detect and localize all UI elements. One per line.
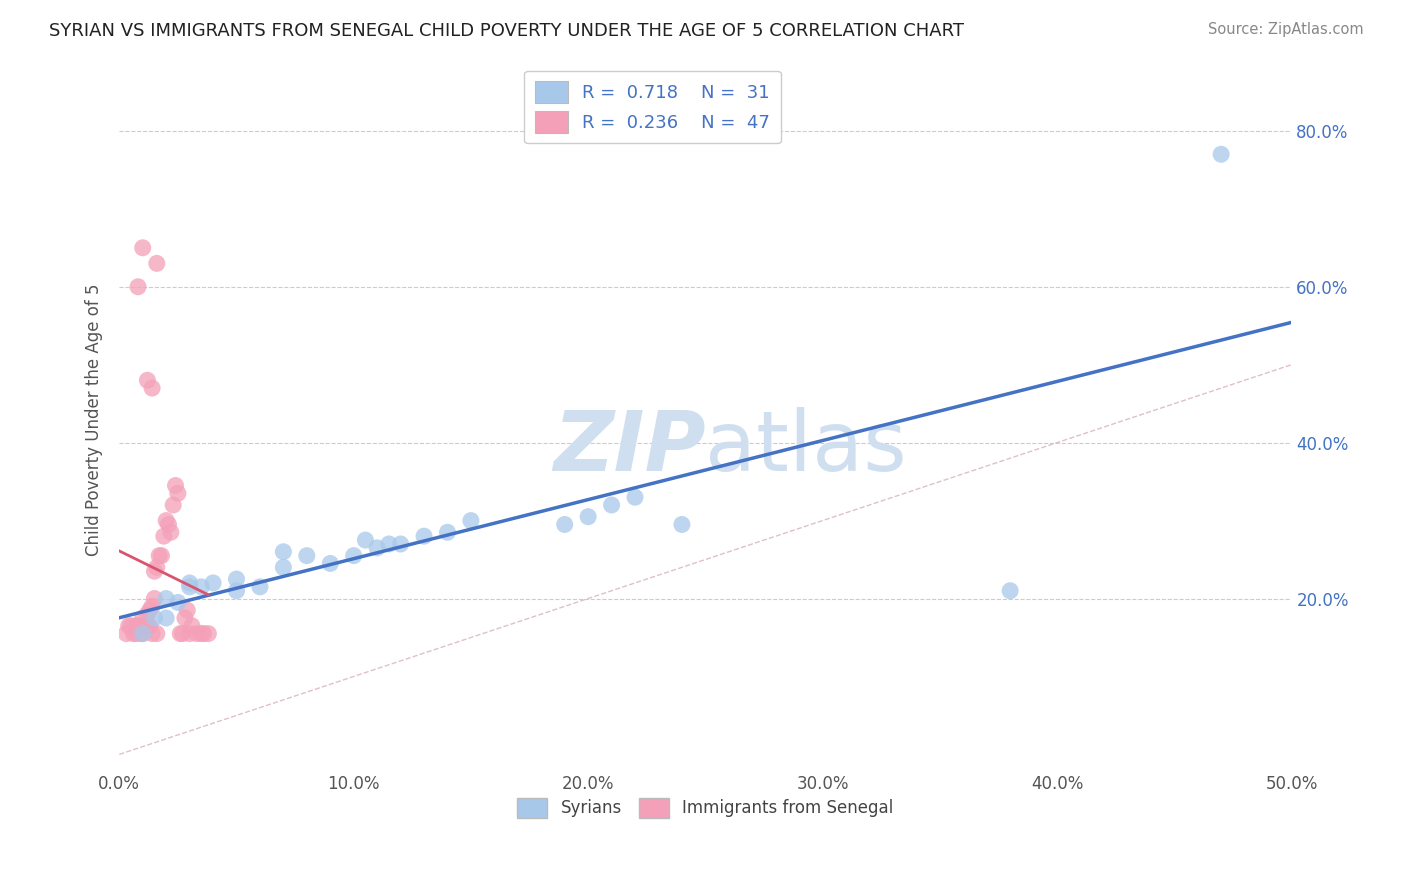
Point — [146, 626, 169, 640]
Point — [295, 549, 318, 563]
Point — [127, 619, 149, 633]
Point — [143, 611, 166, 625]
Point — [460, 514, 482, 528]
Point — [162, 498, 184, 512]
Point — [378, 537, 401, 551]
Point — [186, 626, 208, 640]
Legend: Syrians, Immigrants from Senegal: Syrians, Immigrants from Senegal — [510, 791, 900, 825]
Point — [122, 626, 145, 640]
Point — [141, 599, 163, 614]
Point — [146, 256, 169, 270]
Point — [167, 595, 190, 609]
Point — [157, 517, 180, 532]
Point — [155, 514, 177, 528]
Point — [190, 580, 212, 594]
Point — [176, 603, 198, 617]
Point — [436, 525, 458, 540]
Point — [671, 517, 693, 532]
Point — [136, 607, 159, 621]
Point — [127, 279, 149, 293]
Point — [413, 529, 436, 543]
Point — [193, 626, 215, 640]
Point — [174, 611, 197, 625]
Point — [366, 541, 388, 555]
Point — [115, 626, 138, 640]
Point — [118, 619, 141, 633]
Point — [136, 619, 159, 633]
Point — [125, 626, 148, 640]
Point — [160, 525, 183, 540]
Point — [132, 626, 155, 640]
Point — [129, 626, 152, 640]
Point — [150, 549, 173, 563]
Point — [172, 626, 194, 640]
Point — [132, 611, 155, 625]
Point — [120, 619, 142, 633]
Point — [249, 580, 271, 594]
Point — [181, 619, 204, 633]
Point — [998, 583, 1021, 598]
Text: atlas: atlas — [706, 407, 907, 488]
Point — [129, 619, 152, 633]
Point — [354, 533, 377, 547]
Point — [554, 517, 576, 532]
Point — [225, 583, 247, 598]
Point — [139, 619, 162, 633]
Point — [179, 626, 201, 640]
Point — [139, 603, 162, 617]
Point — [132, 241, 155, 255]
Point — [148, 549, 170, 563]
Point — [273, 560, 295, 574]
Point — [197, 626, 219, 640]
Point — [190, 626, 212, 640]
Point — [600, 498, 623, 512]
Point — [319, 557, 342, 571]
Point — [141, 626, 163, 640]
Point — [576, 509, 599, 524]
Point — [225, 572, 247, 586]
Point — [1211, 147, 1233, 161]
Point — [134, 619, 156, 633]
Point — [202, 576, 225, 591]
Point — [179, 576, 201, 591]
Point — [179, 580, 201, 594]
Text: SYRIAN VS IMMIGRANTS FROM SENEGAL CHILD POVERTY UNDER THE AGE OF 5 CORRELATION C: SYRIAN VS IMMIGRANTS FROM SENEGAL CHILD … — [49, 22, 965, 40]
Y-axis label: Child Poverty Under the Age of 5: Child Poverty Under the Age of 5 — [86, 283, 103, 556]
Point — [153, 529, 176, 543]
Point — [169, 626, 191, 640]
Point — [165, 478, 187, 492]
Point — [132, 626, 155, 640]
Point — [143, 564, 166, 578]
Point — [143, 591, 166, 606]
Point — [132, 619, 155, 633]
Point — [273, 545, 295, 559]
Point — [136, 373, 159, 387]
Text: ZIP: ZIP — [553, 407, 706, 488]
Point — [141, 381, 163, 395]
Point — [125, 619, 148, 633]
Point — [146, 560, 169, 574]
Point — [155, 591, 177, 606]
Point — [343, 549, 366, 563]
Point — [624, 490, 647, 504]
Point — [389, 537, 412, 551]
Point — [155, 611, 177, 625]
Point — [167, 486, 190, 500]
Text: Source: ZipAtlas.com: Source: ZipAtlas.com — [1208, 22, 1364, 37]
